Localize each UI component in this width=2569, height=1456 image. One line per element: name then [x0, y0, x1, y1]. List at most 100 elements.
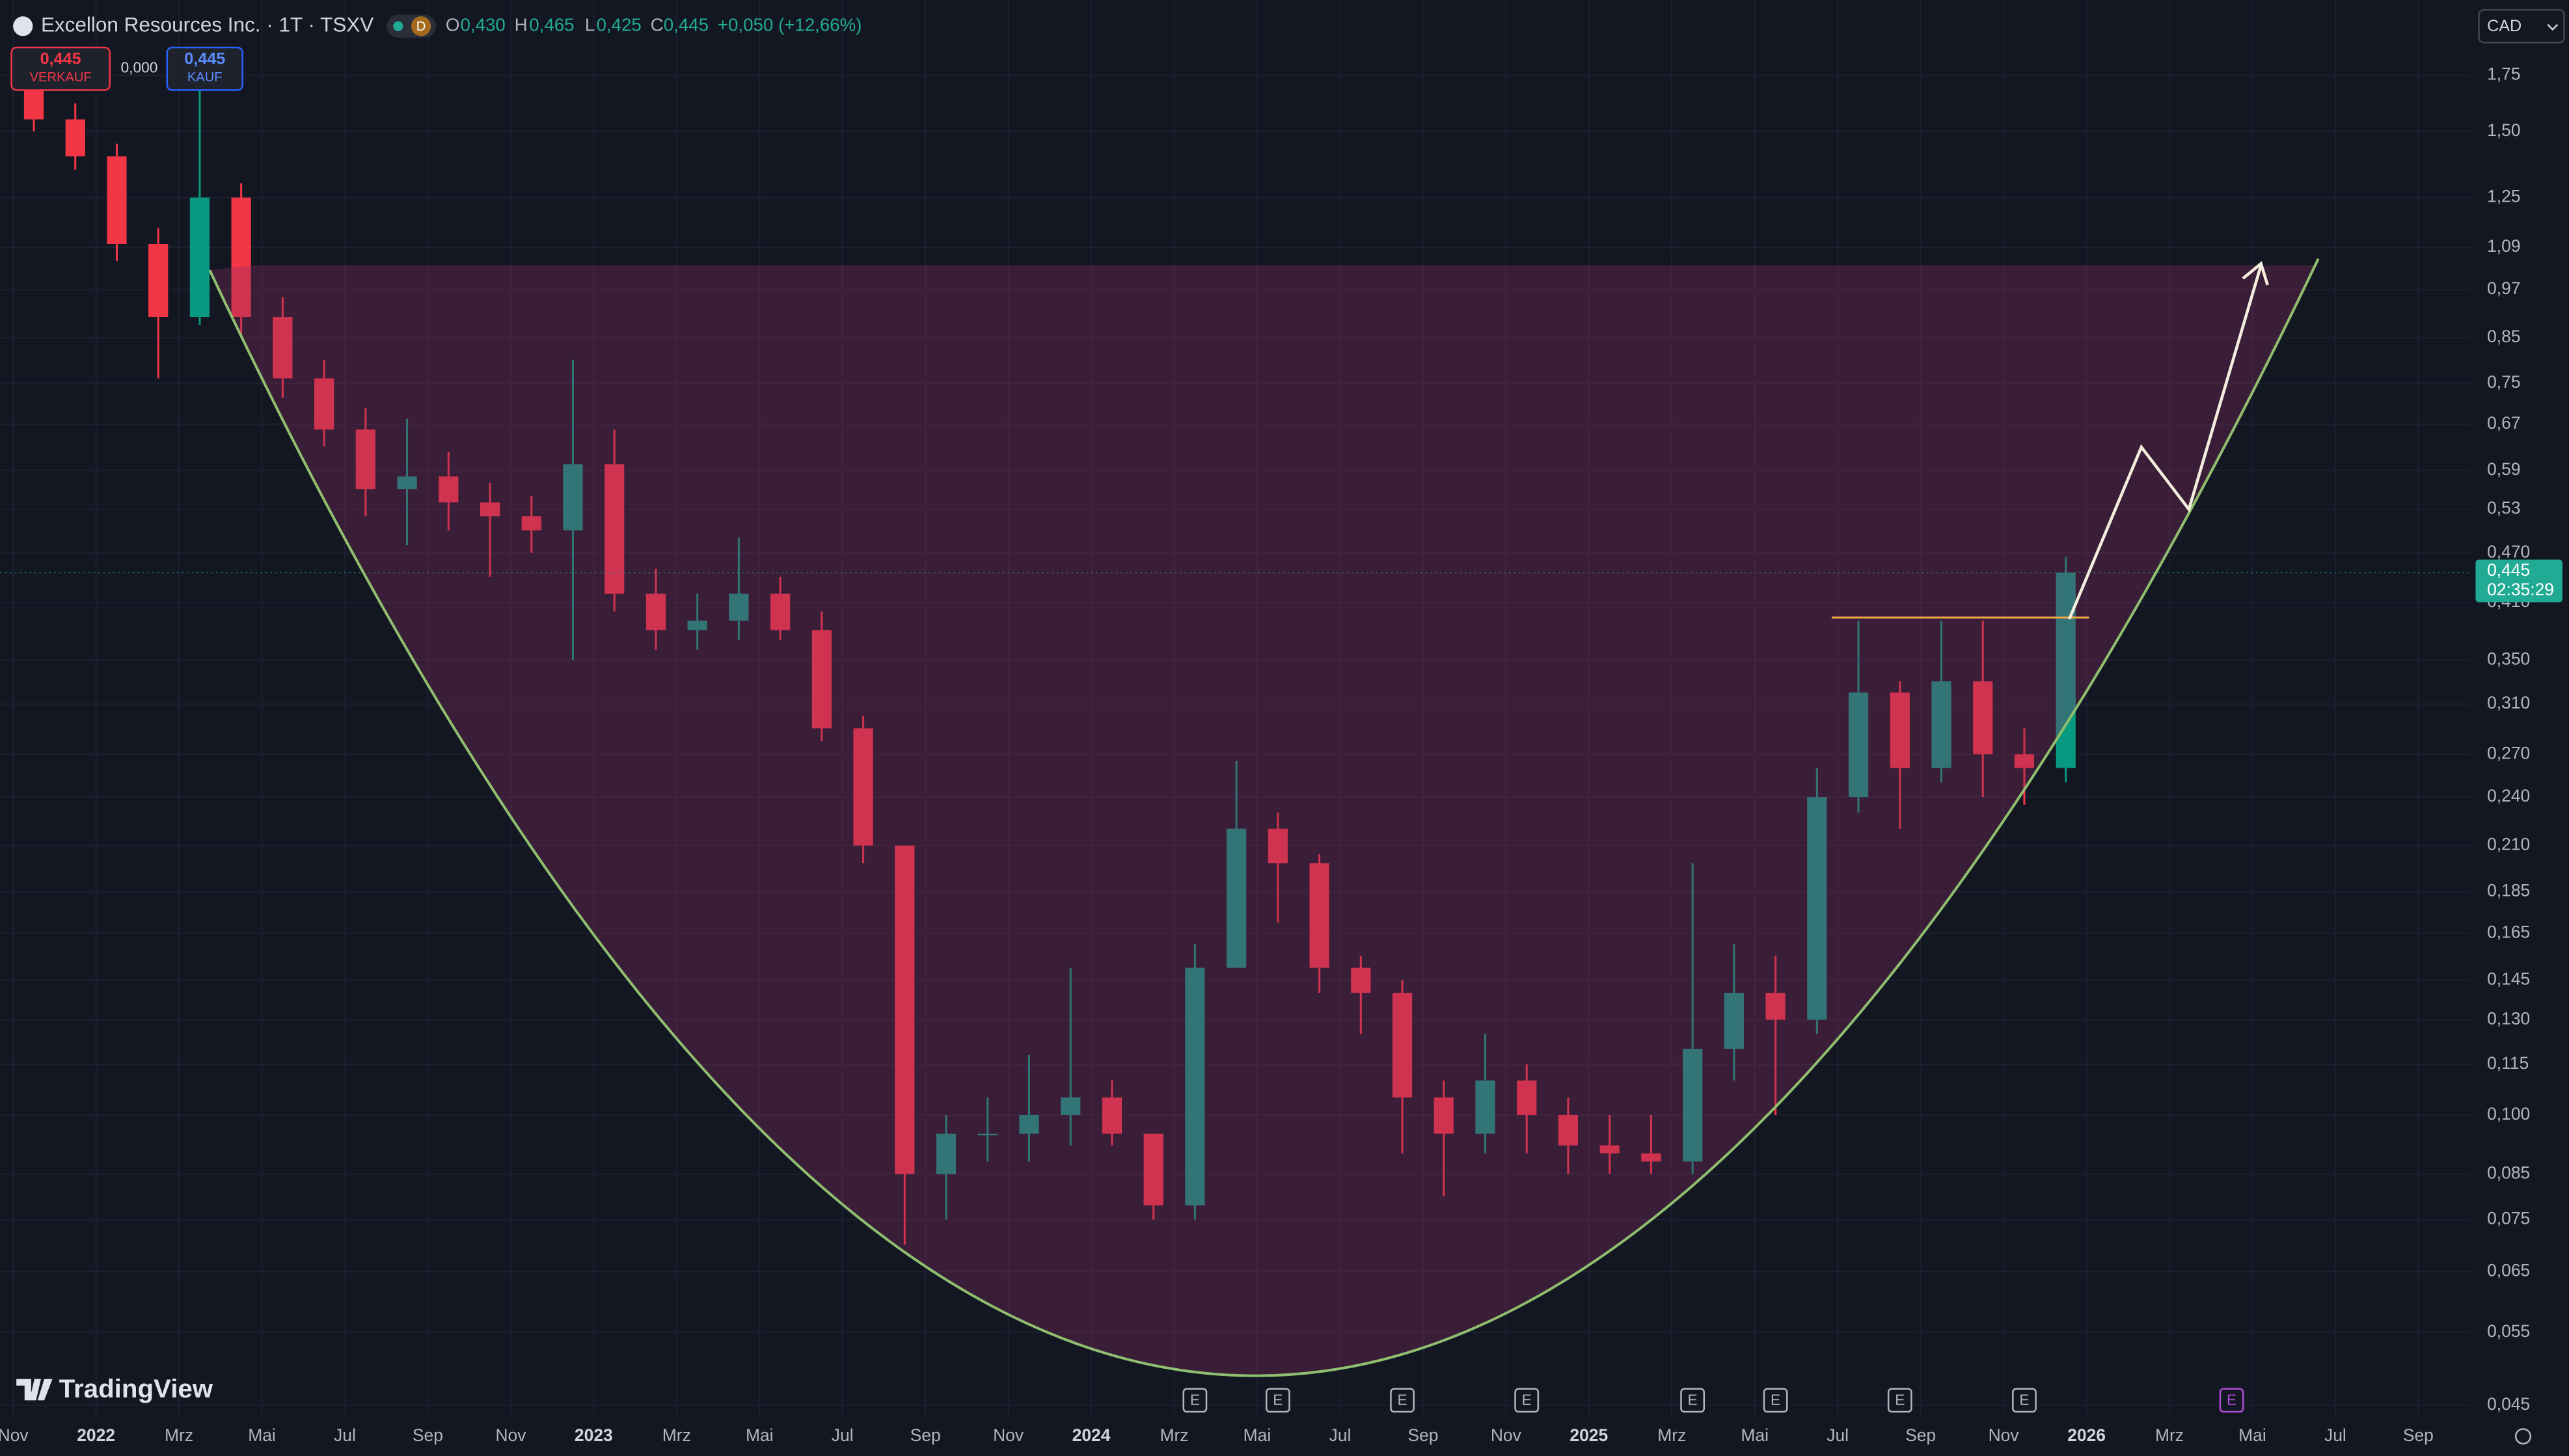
candle-body	[687, 621, 707, 630]
x-tick-label: Nov	[0, 1425, 29, 1445]
x-tick-label: Sep	[1407, 1425, 1438, 1445]
y-tick-label: 0,310	[2487, 693, 2530, 712]
candle-body	[1351, 967, 1371, 993]
drawings	[0, 258, 2471, 1377]
symbol-title: Excellon Resources Inc. · 1T · TSXV	[41, 14, 374, 36]
candle-body	[1019, 1114, 1039, 1134]
candle-body	[563, 464, 583, 531]
currency-text: CAD	[2487, 17, 2521, 35]
time-axis-bg	[0, 1418, 2471, 1456]
buy-label: KAUF	[187, 70, 223, 85]
ohlc-key: L	[585, 15, 595, 35]
event-marker[interactable]	[1514, 1388, 1540, 1413]
candle-body	[1641, 1153, 1661, 1162]
x-tick-label: Sep	[910, 1425, 941, 1445]
y-tick-label: 0,055	[2487, 1321, 2530, 1341]
sell-button[interactable]	[10, 46, 111, 91]
event-marker[interactable]	[1182, 1388, 1208, 1413]
event-marker[interactable]	[1680, 1388, 1706, 1413]
settings-icon[interactable]	[2514, 1428, 2532, 1445]
x-tick-label: Mrz	[2155, 1425, 2184, 1445]
candle-body	[1558, 1114, 1579, 1146]
x-tick-label: Nov	[1491, 1425, 1522, 1445]
candle-body	[1309, 863, 1329, 968]
candle-body	[1973, 681, 1993, 755]
currency-select[interactable]	[2478, 8, 2565, 44]
candle-body	[189, 197, 210, 317]
candle-body	[1061, 1097, 1081, 1115]
event-marker[interactable]	[1265, 1388, 1290, 1413]
y-tick-label: 1,50	[2487, 120, 2520, 140]
arrow-head	[2242, 261, 2269, 286]
y-tick-label: 0,045	[2487, 1394, 2530, 1414]
event-marker[interactable]	[1390, 1388, 1415, 1413]
y-tick-label: 0,115	[2487, 1053, 2529, 1073]
x-tick-label: Mai	[248, 1425, 276, 1445]
event-marker[interactable]	[1887, 1388, 1912, 1413]
x-tick-label: 2022	[77, 1425, 115, 1445]
event-label: E	[1895, 1392, 1905, 1409]
candle-body	[314, 378, 334, 430]
overlays: Excellon Resources Inc. · 1T · TSXV D +0…	[10, 8, 2565, 1445]
currency-chevron	[2547, 23, 2559, 31]
y-tick-label: 1,09	[2487, 236, 2520, 256]
event-marker[interactable]	[2219, 1388, 2244, 1413]
grid	[0, 0, 2471, 1419]
event-marker[interactable]	[1763, 1388, 1788, 1413]
x-tick-label: Mrz	[1657, 1425, 1686, 1445]
ohlc-value: 0,425	[597, 15, 642, 35]
candle-body	[811, 630, 832, 729]
candle-body	[1102, 1097, 1122, 1134]
y-tick-label: 0,97	[2487, 278, 2520, 298]
candle-body	[1931, 681, 1951, 768]
candle-body	[480, 502, 500, 517]
candle-body	[23, 85, 44, 120]
candle-body	[1724, 993, 1744, 1049]
x-tick-label: Mrz	[662, 1425, 691, 1445]
x-tick-label: 2023	[575, 1425, 613, 1445]
last-price-box	[2475, 559, 2562, 602]
ohlc-key: O	[446, 15, 460, 35]
y-tick-label: 0,085	[2487, 1163, 2530, 1183]
candle-body	[439, 476, 459, 503]
y-tick-label: 0,75	[2487, 372, 2520, 392]
sell-price: 0,445	[40, 50, 81, 68]
buy-button[interactable]	[166, 46, 243, 91]
interval-badge	[411, 16, 431, 36]
candle-body	[1392, 993, 1413, 1098]
candle-body	[936, 1133, 957, 1174]
x-tick-label: Nov	[1989, 1425, 2020, 1445]
candle-body	[2014, 754, 2035, 768]
event-label: E	[2227, 1392, 2236, 1409]
candle-body	[977, 1133, 998, 1136]
price-axis-bg	[2470, 0, 2569, 1456]
x-tick-label: Sep	[2403, 1425, 2434, 1445]
x-tick-label: Jul	[1329, 1425, 1352, 1445]
y-tick-label: 1,25	[2487, 187, 2520, 206]
y-tick-label: 0,165	[2487, 922, 2530, 941]
countdown: 02:35:29	[2487, 580, 2554, 599]
x-tick-label: Mai	[746, 1425, 774, 1445]
event-marker[interactable]	[2012, 1388, 2037, 1413]
y-tick-label: 0,67	[2487, 413, 2520, 433]
cup-fill	[210, 258, 2318, 1376]
candle-body	[273, 317, 293, 379]
brand-text: TradingView	[59, 1374, 213, 1403]
x-tick-label: Jul	[832, 1425, 854, 1445]
y-tick-label: 1,75	[2487, 64, 2520, 84]
y-tick-label: 0,59	[2487, 459, 2520, 479]
candle-body	[1848, 692, 1869, 798]
candle-body	[1599, 1145, 1620, 1153]
x-tick-label: Nov	[495, 1425, 526, 1445]
last-price-label: 0,445	[2487, 560, 2530, 580]
candle-body	[231, 197, 251, 317]
x-tick-label: Mai	[1244, 1425, 1271, 1445]
x-tick-label: Nov	[993, 1425, 1024, 1445]
x-tick-label: Mai	[2238, 1425, 2266, 1445]
change-text: +0,050 (+12,66%)	[718, 15, 862, 35]
candle-body	[107, 156, 127, 244]
x-tick-label: 2026	[2067, 1425, 2106, 1445]
